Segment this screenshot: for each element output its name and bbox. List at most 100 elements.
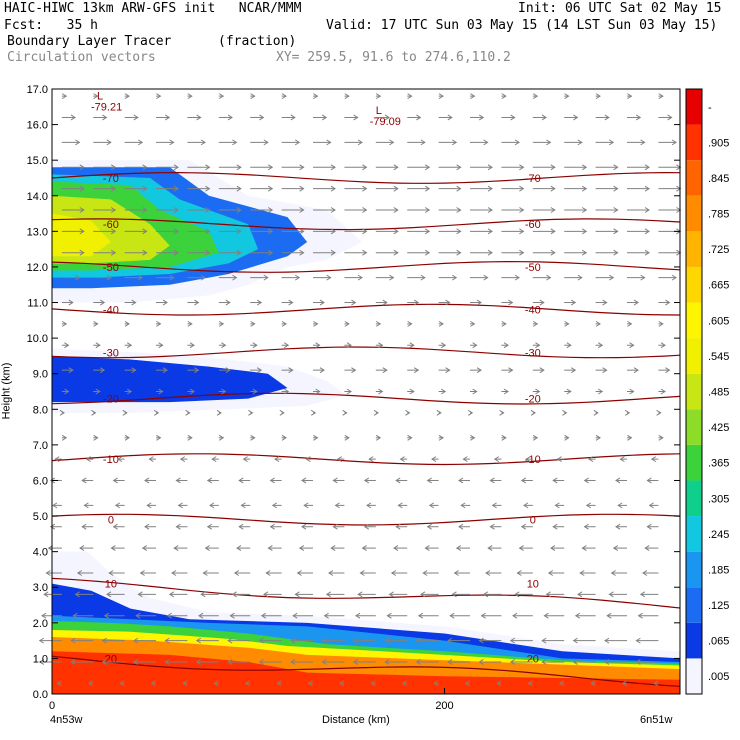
- circulation-vector: [156, 185, 179, 192]
- circulation-vector: [470, 93, 476, 100]
- circulation-vector: [564, 367, 577, 374]
- circulation-vector: [436, 409, 442, 416]
- circulation-vector: [175, 523, 188, 530]
- circulation-vector: [627, 320, 633, 327]
- circulation-vector: [124, 139, 144, 146]
- circulation-vector: [250, 342, 258, 349]
- circulation-vector: [532, 320, 539, 327]
- colorbar-swatch: [686, 124, 702, 161]
- circulation-vector: [344, 299, 357, 306]
- circulation-vector: [81, 477, 94, 484]
- circulation-vector: [624, 409, 631, 416]
- circulation-vector: [218, 367, 231, 374]
- circulation-vector: [541, 659, 565, 665]
- circulation-vector: [313, 342, 321, 349]
- circulation-vector: [438, 185, 462, 192]
- circulation-vector: [585, 502, 596, 509]
- circulation-vector: [211, 456, 219, 463]
- circulation-vector: [344, 93, 350, 100]
- circulation-vector: [470, 185, 493, 192]
- circulation-vector: [144, 477, 157, 484]
- circulation-vector: [405, 409, 411, 416]
- circulation-vector: [93, 388, 101, 395]
- x-end-label-left: 4n53w: [50, 714, 83, 726]
- circulation-vector: [227, 659, 251, 665]
- circulation-vector: [470, 114, 485, 121]
- circulation-vector: [501, 114, 516, 121]
- circulation-vector: [218, 434, 225, 441]
- circulation-vector: [395, 523, 408, 530]
- circulation-vector: [648, 502, 659, 509]
- circulation-vector: [156, 249, 179, 256]
- circulation-vector: [552, 477, 565, 484]
- colorbar-swatch: [686, 373, 702, 410]
- circulation-vector: [470, 299, 482, 306]
- circulation-vector: [156, 164, 179, 171]
- circulation-vector: [470, 388, 478, 395]
- circulation-vector: [438, 207, 462, 213]
- circulation-vector: [290, 659, 314, 665]
- circulation-vector: [438, 299, 451, 306]
- circulation-vector: [250, 299, 263, 306]
- circulation-vector: [332, 523, 345, 530]
- circulation-vector: [375, 434, 382, 441]
- circulation-vector: [608, 591, 628, 598]
- temperature-contour-label: -50: [103, 262, 119, 274]
- circulation-vector: [424, 545, 439, 552]
- x-end-label-right: 6n51w: [640, 714, 673, 726]
- circulation-vector: [489, 523, 502, 530]
- circulation-vector: [487, 545, 502, 552]
- circulation-vector: [313, 388, 321, 395]
- circulation-vector: [635, 637, 659, 644]
- circulation-vector: [146, 502, 157, 509]
- circulation-vector: [375, 207, 399, 213]
- circulation-vector: [258, 637, 282, 644]
- circulation-vector: [438, 114, 453, 121]
- circulation-vector: [438, 367, 451, 374]
- circulation-vector: [328, 570, 345, 576]
- colorbar-label: .485: [708, 387, 729, 399]
- circulation-vector: [313, 249, 336, 256]
- circulation-vector: [72, 612, 94, 619]
- temperature-contour-label: -20: [103, 394, 119, 406]
- circulation-vector: [139, 570, 157, 576]
- circulation-vector: [281, 185, 305, 192]
- circulation-vector: [658, 139, 677, 146]
- circulation-vector: [156, 139, 175, 146]
- circulation-vector: [514, 591, 533, 598]
- y-tick-label: 11.0: [27, 298, 48, 310]
- circulation-vector: [279, 409, 285, 416]
- circulation-vector: [76, 570, 94, 576]
- y-axis-label: Height (km): [0, 362, 13, 420]
- circulation-vector: [124, 342, 133, 349]
- temperature-contour-label: -40: [103, 305, 119, 317]
- circulation-vector: [532, 185, 556, 192]
- circulation-vector: [447, 637, 471, 644]
- y-tick-label: 3.0: [33, 582, 48, 594]
- circulation-vector: [313, 164, 336, 171]
- circulation-vector: [550, 545, 565, 552]
- circulation-vector: [375, 249, 399, 256]
- circulation-vector: [564, 93, 570, 100]
- circulation-vector: [564, 164, 588, 171]
- temperature-contour-line: [51, 218, 681, 231]
- circulation-vector: [512, 612, 533, 619]
- circulation-vector: [530, 409, 536, 416]
- circulation-vector: [646, 477, 659, 484]
- circulation-vector: [384, 659, 408, 665]
- circulation-vector: [294, 591, 314, 598]
- circulation-vector: [313, 367, 325, 374]
- circulation-vector: [593, 409, 599, 416]
- circulation-vector: [156, 207, 179, 213]
- circulation-vector: [281, 342, 290, 349]
- circulation-vector: [501, 320, 507, 327]
- circulation-vector: [49, 523, 62, 530]
- colorbar-label: .425: [708, 422, 729, 434]
- circulation-vector: [375, 185, 399, 192]
- circulation-vector: [124, 228, 148, 235]
- circulation-vector: [470, 139, 489, 146]
- circulation-vector: [384, 637, 408, 644]
- circulation-vector: [45, 570, 62, 576]
- circulation-vector: [61, 274, 81, 281]
- circulation-vector: [485, 570, 502, 576]
